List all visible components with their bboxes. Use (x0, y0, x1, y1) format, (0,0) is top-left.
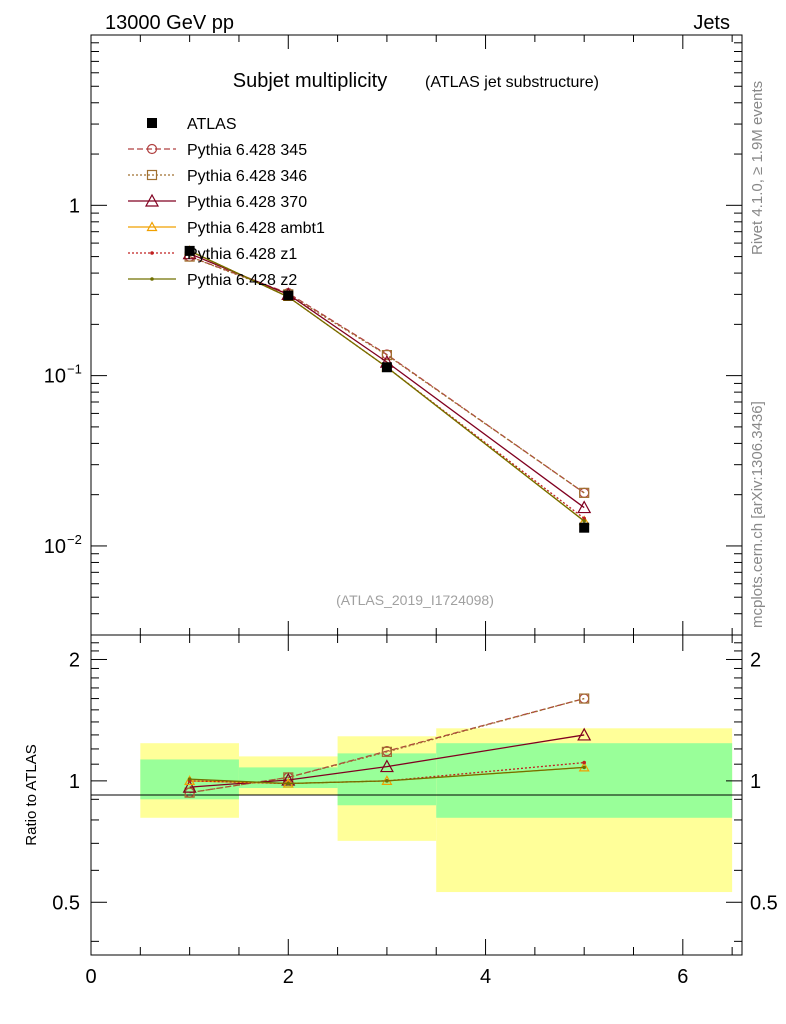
series-line-p345 (189, 255, 585, 494)
legend-label: Pythia 6.428 z2 (187, 272, 297, 289)
x-tick-label: 2 (283, 966, 294, 988)
ratio-line-p370 (189, 734, 585, 788)
ratio-point-z2 (187, 777, 192, 781)
ratio-point-z2 (385, 779, 389, 783)
chart-title: Subjet multiplicity (233, 70, 388, 92)
ratio-y-tick-label-right: 0.5 (750, 892, 778, 914)
data-point-z1 (582, 516, 586, 521)
ratio-series (182, 693, 592, 798)
ratio-y-tick-label-left: 2 (69, 649, 80, 671)
legend-marker-atlas (147, 118, 157, 128)
legend-label: ATLAS (187, 116, 237, 133)
x-tick-label: 4 (480, 966, 491, 988)
legend-marker-z2 (150, 277, 154, 281)
ratio-ticks: 0.5 0.5 1 1 2 2 0 2 4 6 (52, 634, 778, 988)
data-point-p346 (579, 487, 590, 498)
legend-item: Pythia 6.428 ambt1 (128, 220, 325, 237)
rivet-label: Rivet 4.1.0, ≥ 1.9M events (749, 81, 766, 255)
ratio-point-z1 (582, 760, 586, 765)
series-line-p346 (189, 255, 585, 494)
legend: ATLAS Pythia 6.428 345 Pythia 6.428 346 Pyt… (128, 116, 325, 289)
ratio-series-z2 (187, 765, 586, 786)
chart-subtitle: (ATLAS jet substructure) (425, 74, 599, 91)
ratio-ylabel: Ratio to ATLAS (23, 744, 40, 845)
legend-label: Pythia 6.428 370 (187, 194, 307, 211)
ratio-point-ambt1 (578, 761, 590, 772)
series-line-z2 (189, 250, 585, 522)
ratio-point-p370 (379, 759, 394, 773)
ratio-frame (90, 634, 743, 956)
legend-marker-p345 (146, 143, 158, 155)
series-z2 (187, 249, 586, 523)
legend-label: Pythia 6.428 z1 (187, 246, 297, 263)
ratio-point-p370 (577, 727, 592, 741)
legend-marker-p346 (146, 169, 158, 181)
legend-marker-z1 (150, 251, 154, 255)
series-line-p370 (189, 253, 585, 509)
main-ticks: 110−110−2 (44, 34, 742, 636)
data-point-atlas (283, 290, 294, 301)
x-tick-label: 0 (85, 966, 96, 988)
y-tick-exponent: −2 (67, 532, 82, 547)
ratio-y-tick-label-right: 2 (750, 649, 761, 671)
main-series (182, 245, 592, 533)
legend-label: Pythia 6.428 ambt1 (187, 220, 325, 237)
data-point-p370 (577, 500, 592, 514)
legend-label: Pythia 6.428 346 (187, 168, 307, 185)
source-label: mcplots.cern.ch [arXiv:1306.3436] (749, 401, 766, 628)
ratio-panel: 0.5 0.5 1 1 2 2 0 2 4 6 Ratio to ATLAS (23, 634, 778, 988)
legend-item: Pythia 6.428 z2 (128, 272, 297, 289)
data-point-p346 (381, 349, 393, 361)
ratio-line-p346 (189, 697, 585, 794)
series-line-z1 (189, 250, 585, 519)
legend-item: Pythia 6.428 z1 (128, 246, 297, 263)
legend-item: Pythia 6.428 345 (128, 142, 307, 159)
collision-label: 13000 GeV pp (105, 12, 234, 34)
ratio-point-p370 (182, 779, 197, 793)
legend-marker-ambt1 (146, 221, 158, 232)
x-tick-label: 6 (677, 966, 688, 988)
data-point-z2 (582, 519, 586, 523)
series-z1 (187, 249, 586, 521)
inner-band (436, 743, 733, 818)
ratio-point-z2 (286, 781, 291, 786)
ratio-line-z2 (189, 766, 585, 785)
legend-label: Pythia 6.428 345 (187, 142, 307, 159)
data-point-atlas (184, 245, 195, 256)
ratio-point-z2 (582, 765, 586, 770)
ratio-y-tick-label-left: 1 (69, 771, 80, 793)
process-label: Jets (693, 12, 730, 34)
legend-item: ATLAS (147, 116, 237, 133)
main-panel: 110−110−2 Subjet multiplicity (ATLAS jet… (44, 34, 743, 636)
ratio-series-p370 (182, 727, 592, 793)
ratio-point-p346 (381, 746, 393, 757)
legend-item: Pythia 6.428 346 (128, 168, 307, 185)
series-atlas (184, 245, 590, 533)
ratio-y-tick-label-right: 1 (750, 771, 761, 793)
ratio-point-p346 (579, 693, 590, 704)
series-line-ambt1 (189, 250, 585, 522)
ratio-y-tick-label-left: 0.5 (52, 892, 80, 914)
y-tick-label: 1 (69, 195, 80, 217)
y-tick-label: 10 (44, 366, 66, 388)
y-tick-label: 10 (44, 536, 66, 558)
data-point-atlas (579, 522, 590, 533)
ratio-point-ambt1 (184, 775, 196, 785)
uncertainty-bands (140, 728, 733, 893)
data-point-atlas (381, 362, 392, 373)
analysis-watermark: (ATLAS_2019_I1724098) (336, 592, 494, 608)
y-tick-exponent: −1 (67, 362, 82, 377)
legend-marker-p370 (144, 193, 160, 207)
legend-item: Pythia 6.428 370 (128, 193, 307, 211)
